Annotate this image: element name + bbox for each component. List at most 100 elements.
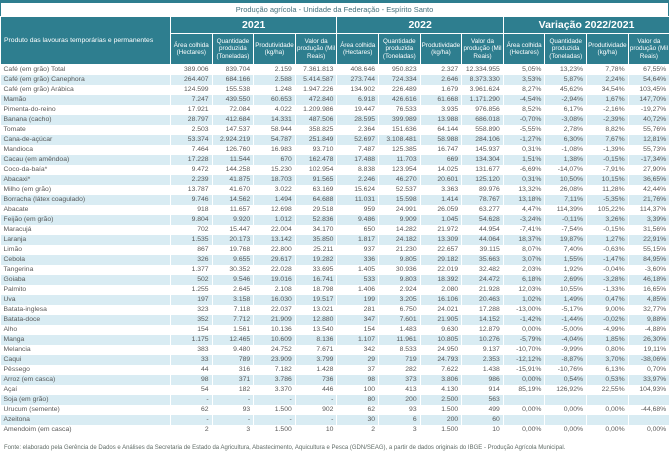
value-cell: 3,26% xyxy=(586,215,629,225)
value-cell: 8.533 xyxy=(378,345,421,355)
value-cell: 1,27% xyxy=(586,235,629,245)
value-cell: 2,78% xyxy=(544,125,588,135)
value-cell: -5,35% xyxy=(586,195,629,205)
table-row: Soja (em grão) - - - -80 200 2.500 563 xyxy=(0,395,669,405)
value-cell: 316 xyxy=(212,365,255,375)
value-cell: - xyxy=(170,395,213,405)
value-cell: 2.327 xyxy=(420,64,463,75)
value-cell: 15.447 xyxy=(212,225,255,235)
value-cell: 373 xyxy=(378,375,421,385)
value-cell: 105,22% xyxy=(586,205,629,215)
value-cell: 100 xyxy=(336,385,380,395)
value-cell: 93.710 xyxy=(295,145,338,155)
value-cell: 1.248 xyxy=(253,85,296,95)
table-row: Batata-doce 352 7.712 21.909 12.880 347 7.601 2… xyxy=(0,315,669,325)
value-cell: 124.599 xyxy=(170,85,213,95)
value-cell: -1,42% xyxy=(503,315,546,325)
value-cell: 60 xyxy=(461,415,504,425)
value-cell: 867 xyxy=(170,245,213,255)
value-cell: -5,55% xyxy=(503,125,546,135)
value-cell: 9,00% xyxy=(586,305,629,315)
value-cell: 10.276 xyxy=(461,335,504,345)
value-cell: 123.954 xyxy=(378,165,421,175)
table-body: Café (em grão) Total 389.006 839.704 2.159 7… xyxy=(0,64,669,435)
value-cell: 342 xyxy=(336,345,380,355)
value-cell: 19,11% xyxy=(628,345,669,355)
value-cell: 9.480 xyxy=(212,345,255,355)
value-cell: 145.937 xyxy=(461,145,504,155)
value-cell: 22.028 xyxy=(253,265,296,275)
product-name-cell: Tomate xyxy=(0,125,171,135)
value-cell: -1,47% xyxy=(586,255,629,265)
value-cell: 1.405 xyxy=(336,265,380,275)
product-name-cell: Feijão (em grão) xyxy=(0,215,171,225)
value-cell: 719 xyxy=(378,355,421,365)
value-cell: 1,49% xyxy=(544,295,588,305)
value-cell: 37 xyxy=(336,365,380,375)
value-cell: 126.760 xyxy=(212,145,255,155)
value-cell: 42,44% xyxy=(628,185,669,195)
value-cell: 2.588 xyxy=(253,75,296,85)
value-cell: 3,70% xyxy=(586,355,629,365)
value-cell: 3.363 xyxy=(420,185,463,195)
value-cell: 16.747 xyxy=(420,145,463,155)
value-cell: 10 xyxy=(295,425,338,435)
value-cell: 19.517 xyxy=(295,295,338,305)
value-cell: 93 xyxy=(212,405,255,415)
value-cell: 39.115 xyxy=(461,245,504,255)
value-cell: 84,95% xyxy=(628,255,669,265)
value-cell: 11.544 xyxy=(212,155,255,165)
value-cell: 264.407 xyxy=(170,75,213,85)
value-cell: 33.695 xyxy=(295,265,338,275)
value-cell: 21.972 xyxy=(420,225,463,235)
value-cell: 14.331 xyxy=(253,115,296,125)
value-cell: 22.657 xyxy=(420,245,463,255)
value-cell: 383 xyxy=(170,345,213,355)
value-cell: 7.712 xyxy=(212,315,255,325)
value-cell: 439.550 xyxy=(212,95,255,105)
value-cell: 24.752 xyxy=(253,345,296,355)
value-cell: 6,17% xyxy=(544,105,588,115)
value-cell: 3.806 xyxy=(420,375,463,385)
value-cell: 0,00% xyxy=(503,325,546,335)
value-cell: 41.670 xyxy=(212,185,255,195)
value-cell: 54.787 xyxy=(253,135,296,145)
value-cell: 9.137 xyxy=(461,345,504,355)
value-cell: 1.171.290 xyxy=(461,95,504,105)
metric-header: Área colhida (Hectares) xyxy=(336,33,380,65)
metric-header: Produtividade (kg/ha) xyxy=(253,33,296,65)
value-cell: 17.921 xyxy=(170,105,213,115)
value-cell: 98 xyxy=(336,375,380,385)
value-cell: -0,02% xyxy=(586,315,629,325)
value-cell: 134.304 xyxy=(461,155,504,165)
value-cell xyxy=(628,395,669,405)
value-cell: 839.704 xyxy=(212,64,255,75)
value-cell: 22.004 xyxy=(253,225,296,235)
value-cell: 34.170 xyxy=(295,225,338,235)
value-cell: 9.546 xyxy=(212,275,255,285)
value-cell: 413 xyxy=(378,385,421,395)
value-cell: 371 xyxy=(212,375,255,385)
product-name-cell: Açaí xyxy=(0,385,171,395)
value-cell: 1.175 xyxy=(170,335,213,345)
value-cell: 358.825 xyxy=(295,125,338,135)
value-cell: 1.500 xyxy=(253,425,296,435)
value-cell xyxy=(628,415,669,425)
value-cell: -3,60% xyxy=(628,265,669,275)
table-row: Laranja 1.535 20.173 13.142 35.850 1.817 24.18… xyxy=(0,235,669,245)
value-cell: 46.270 xyxy=(378,175,421,185)
value-cell: 3.205 xyxy=(378,295,421,305)
product-name-cell: Palmito xyxy=(0,285,171,295)
metric-header: Produtividade (kg/ha) xyxy=(419,33,463,65)
value-cell: 114,37% xyxy=(628,205,669,215)
value-cell: 24.021 xyxy=(420,305,463,315)
value-cell: 15.598 xyxy=(378,195,421,205)
value-cell: 80 xyxy=(336,395,380,405)
value-cell: 147.537 xyxy=(212,125,255,135)
value-cell: 347 xyxy=(336,315,380,325)
value-cell: 1.045 xyxy=(420,215,463,225)
value-cell: 408.646 xyxy=(336,64,380,75)
value-cell: 35.663 xyxy=(461,255,504,265)
value-cell: - xyxy=(295,395,338,405)
value-cell: 26.059 xyxy=(420,205,463,215)
